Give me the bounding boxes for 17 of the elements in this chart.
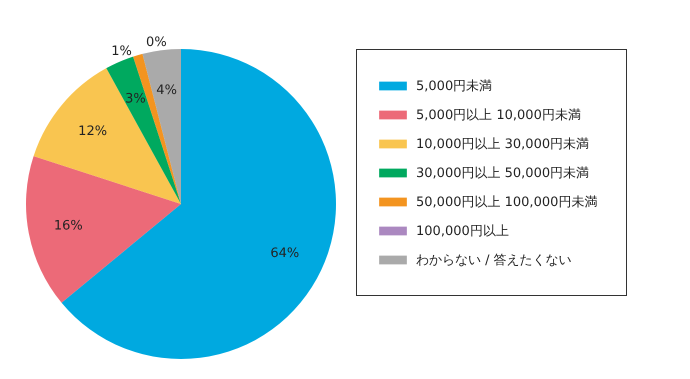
- legend-label: 5,000円以上 10,000円未満: [416, 108, 581, 123]
- data-label: 64%: [270, 246, 300, 261]
- legend-label: 10,000円以上 30,000円未満: [416, 137, 590, 152]
- data-label: 12%: [78, 124, 108, 139]
- data-label: 3%: [125, 92, 146, 107]
- legend-label: 30,000円以上 50,000円未満: [416, 166, 590, 181]
- legend-label: 5,000円未満: [416, 79, 492, 94]
- data-label: 1%: [111, 44, 132, 60]
- text: 0%: [146, 34, 167, 50]
- pie-slice: [34, 68, 181, 204]
- pie-slice: [26, 156, 181, 303]
- legend-label: 50,000円以上 100,000円未満: [416, 195, 598, 210]
- data-label: 4%: [156, 83, 177, 98]
- legend-label: 100,000円以上: [416, 224, 509, 239]
- pie-slice: [106, 56, 181, 204]
- data-label: 16%: [54, 218, 83, 234]
- legend-label: わからない / 答えたくない: [416, 253, 572, 268]
